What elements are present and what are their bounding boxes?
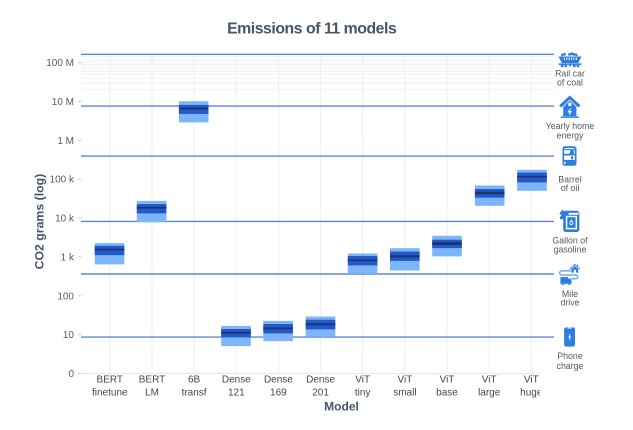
svg-text:Dense: Dense xyxy=(222,375,251,386)
svg-text:10 k: 10 k xyxy=(55,214,75,225)
svg-text:1 k: 1 k xyxy=(61,253,75,264)
svg-text:100 k: 100 k xyxy=(50,175,75,186)
svg-text:100 M: 100 M xyxy=(46,58,74,69)
svg-text:Dense: Dense xyxy=(264,375,293,386)
svg-text:of coal: of coal xyxy=(557,77,583,87)
svg-text:121: 121 xyxy=(228,388,245,399)
svg-text:Rail car: Rail car xyxy=(555,69,585,79)
svg-text:Yearly home: Yearly home xyxy=(546,121,595,131)
svg-text:Gallon of: Gallon of xyxy=(552,236,588,246)
svg-text:charge: charge xyxy=(557,361,584,371)
svg-text:large: large xyxy=(478,388,501,399)
svg-text:10: 10 xyxy=(63,330,75,341)
svg-text:ViT: ViT xyxy=(482,375,497,386)
svg-text:huge: huge xyxy=(520,388,543,399)
svg-text:10 M: 10 M xyxy=(52,97,74,108)
svg-text:169: 169 xyxy=(270,388,287,399)
svg-text:Barrel: Barrel xyxy=(558,174,582,184)
svg-text:ViT: ViT xyxy=(524,375,539,386)
svg-text:100: 100 xyxy=(57,291,74,302)
svg-text:ViT: ViT xyxy=(355,375,370,386)
svg-text:LM: LM xyxy=(145,388,159,399)
svg-text:Phone: Phone xyxy=(557,351,583,361)
svg-text:energy: energy xyxy=(557,131,584,141)
svg-text:201: 201 xyxy=(312,388,329,399)
svg-text:drive: drive xyxy=(560,298,579,308)
svg-text:gasoline: gasoline xyxy=(554,244,587,254)
svg-text:CO2 grams (log): CO2 grams (log) xyxy=(33,174,47,270)
svg-text:small: small xyxy=(393,388,416,399)
svg-text:6B: 6B xyxy=(188,375,201,386)
svg-text:BERT: BERT xyxy=(139,375,166,386)
svg-text:base: base xyxy=(436,388,458,399)
svg-text:Model: Model xyxy=(324,400,359,414)
svg-text:Dense: Dense xyxy=(306,375,335,386)
svg-text:0: 0 xyxy=(68,369,74,380)
svg-text:of oil: of oil xyxy=(561,183,580,193)
svg-text:ViT: ViT xyxy=(440,375,455,386)
svg-text:ViT: ViT xyxy=(397,375,412,386)
svg-text:Emissions of 11 models: Emissions of 11 models xyxy=(227,21,397,38)
svg-text:transf: transf xyxy=(182,388,207,399)
svg-text:Mile: Mile xyxy=(562,289,578,299)
svg-text:1 M: 1 M xyxy=(57,136,74,147)
svg-text:finetune: finetune xyxy=(92,388,128,399)
svg-text:tiny: tiny xyxy=(355,388,371,399)
svg-text:BERT: BERT xyxy=(97,375,124,386)
